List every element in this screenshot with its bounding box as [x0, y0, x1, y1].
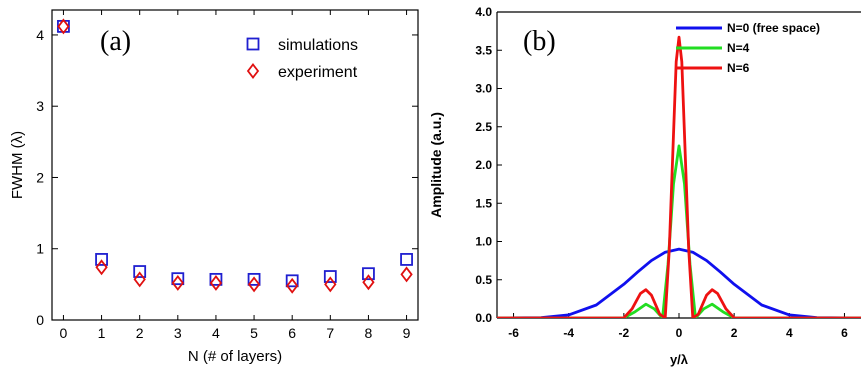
experiment-point — [400, 266, 413, 283]
panel-a-plot-frame — [51, 9, 419, 321]
panel-a-x-tick-label: 8 — [365, 325, 373, 341]
simulations-point — [171, 272, 185, 286]
n0-free-space-line — [497, 247, 861, 318]
panel-a-x-tick-label: 4 — [212, 325, 220, 341]
panel-a-x-tick-label: 3 — [174, 325, 182, 341]
panel-b-line-chart: -6 -4 -2 0 2 4 6 0.0 0.5 1.0 1.5 2.0 2.5 3.0 3.5 4.0 y/λ… — [428, 5, 861, 367]
panel-a-x-tick-label: 1 — [98, 325, 106, 341]
simulations-point — [362, 267, 375, 281]
experiment-point — [209, 274, 223, 291]
simulations-point — [133, 265, 147, 278]
panel-a-y-tick-label: 1 — [36, 241, 44, 257]
panel-a-x-tick-label: 0 — [60, 325, 68, 341]
experiment-point — [171, 274, 184, 291]
panel-b-y-axis-label: Amplitude (a.u.) — [428, 112, 444, 218]
panel-b-y-tick-label: 1.5 — [475, 196, 492, 210]
legend-n6-label: N=6 — [727, 61, 750, 75]
panel-a-y-tick-label: 4 — [36, 27, 44, 43]
experiment-point — [324, 276, 337, 293]
experiment-point — [286, 277, 299, 294]
experiment-point — [57, 18, 70, 35]
panel-b-y-tick-label: 4.0 — [475, 5, 492, 19]
panel-a-y-tick-label: 0 — [36, 312, 44, 328]
panel-a-scatter-chart: 0 1 2 3 4 5 6 7 8 9 0 1 2 3 4 N (# of layers) FWHM (λ) (a… — [9, 9, 419, 365]
experiment-point — [95, 259, 108, 276]
panel-a-x-tick-label: 6 — [288, 325, 296, 341]
panel-a-x-tick-label: 7 — [326, 325, 334, 341]
panel-a-y-axis-label: FWHM (λ) — [9, 131, 26, 199]
panel-b-y-tick-label: 2.0 — [475, 158, 492, 172]
experiment-point — [133, 271, 146, 288]
simulations-point — [247, 272, 261, 286]
panel-a-x-tick-label: 9 — [403, 325, 411, 341]
legend-experiment-label: experiment — [278, 64, 358, 81]
panel-b-x-tick-label: -6 — [508, 326, 519, 340]
panel-a-y-tick-label: 3 — [36, 98, 44, 114]
panel-b-y-tick-label: 3.0 — [475, 82, 492, 96]
panel-a-x-axis-label: N (# of layers) — [188, 348, 282, 365]
panel-b-y-tick-label: 3.5 — [475, 43, 492, 57]
panel-b-x-tick-label: 6 — [841, 326, 848, 340]
n4-line — [497, 144, 861, 318]
simulations-point — [95, 253, 108, 266]
panel-b-y-tick-label: 1.0 — [475, 235, 492, 249]
panel-a-legend: simulations experiment — [246, 37, 358, 81]
panel-b-x-tick-label: -2 — [619, 326, 630, 340]
panel-b-x-tick-label: 0 — [676, 326, 683, 340]
legend-experiment-marker — [246, 63, 260, 79]
simulations-point — [209, 272, 223, 286]
panel-b-x-tick-label: 4 — [786, 326, 793, 340]
legend-n0-label: N=0 (free space) — [727, 21, 820, 35]
n6-line — [497, 35, 861, 318]
panel-a-label: (a) — [100, 26, 131, 57]
simulations-point — [400, 253, 413, 266]
panel-b-x-tick-label: 2 — [731, 326, 738, 340]
panel-a-y-tick-label: 2 — [36, 169, 44, 185]
legend-simulations-marker — [246, 37, 260, 51]
legend-simulations-label: simulations — [278, 37, 358, 54]
simulations-point — [57, 19, 70, 33]
panel-a-x-tick-label: 2 — [136, 325, 144, 341]
panel-b-x-axis-label: y/λ — [670, 352, 689, 367]
legend-n4-label: N=4 — [727, 41, 750, 55]
panel-b-x-tick-label: -4 — [563, 326, 574, 340]
simulations-point — [285, 274, 299, 288]
panel-b-legend: N=0 (free space) N=4 N=6 — [676, 21, 820, 75]
experiment-point — [247, 276, 261, 293]
panel-b-y-tick-label: 0.0 — [475, 311, 492, 325]
simulations-point — [323, 270, 337, 283]
panel-a-x-tick-label: 5 — [250, 325, 258, 341]
panel-b-label: (b) — [523, 26, 556, 57]
experiment-point — [362, 274, 375, 291]
panel-b-y-tick-label: 0.5 — [475, 273, 492, 287]
panel-b-y-tick-label: 2.5 — [475, 120, 492, 134]
